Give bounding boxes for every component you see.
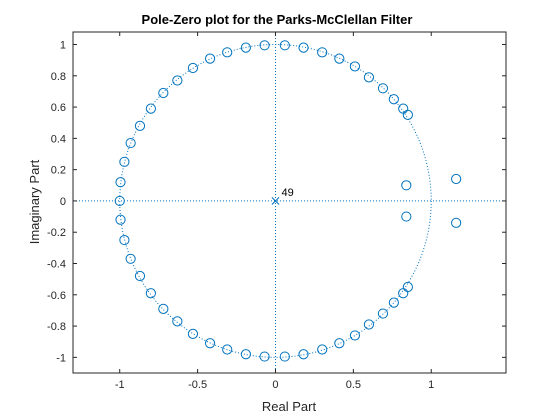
zero-marker <box>240 349 251 360</box>
zero-marker <box>204 338 216 349</box>
zero-marker <box>222 344 233 355</box>
zero-marker <box>317 47 328 58</box>
zero-marker <box>349 330 361 341</box>
zero-marker <box>334 53 345 64</box>
pole-marker <box>271 196 280 205</box>
zero-marker <box>298 42 309 53</box>
zero-marker <box>240 42 251 53</box>
unit-circle <box>119 44 432 358</box>
y-tick-label: 0.6 <box>51 102 66 114</box>
y-tick-label: 0.4 <box>51 133 66 145</box>
zero-marker <box>388 94 399 105</box>
zero-marker <box>363 72 375 83</box>
zero-marker <box>259 351 270 362</box>
x-tick-label: -0.5 <box>188 379 207 391</box>
y-tick-label: 0.2 <box>51 165 66 177</box>
y-tick-label: 0.8 <box>51 71 66 83</box>
zero-marker <box>317 344 328 355</box>
zero-marker <box>402 109 413 121</box>
y-tick-label: -1 <box>56 352 66 364</box>
zero-marker <box>134 120 146 131</box>
x-tick-label: 0.5 <box>346 379 361 391</box>
x-tick-label: 0 <box>272 379 278 391</box>
zero-marker <box>172 75 183 86</box>
zero-marker <box>187 62 199 74</box>
x-axis-label: Real Part <box>262 399 317 414</box>
zero-marker <box>115 214 126 225</box>
zero-marker <box>259 40 270 51</box>
y-tick-label: 1 <box>60 40 66 52</box>
zero-marker <box>145 288 156 299</box>
zero-marker <box>172 316 183 327</box>
pole-multiplicity-label: 49 <box>281 187 293 199</box>
zero-marker <box>114 195 125 207</box>
zero-marker <box>222 47 233 58</box>
y-tick-label: -0.2 <box>47 227 66 239</box>
zero-marker <box>451 217 462 228</box>
x-tick-label: -1 <box>115 379 125 391</box>
y-axis-label: Imaginary Part <box>27 159 42 244</box>
zero-marker <box>119 156 130 167</box>
zero-marker <box>279 40 290 51</box>
chart-title: Pole-Zero plot for the Parks-McClellan F… <box>142 12 413 27</box>
zero-marker <box>377 308 389 319</box>
y-tick-label: -0.6 <box>47 290 66 302</box>
zero-marker <box>377 83 389 94</box>
x-tick-label: 1 <box>428 379 434 391</box>
zero-marker <box>125 253 136 264</box>
zero-marker <box>119 234 130 246</box>
zero-marker <box>158 87 169 99</box>
zero-marker <box>115 177 126 188</box>
zero-marker <box>363 319 375 330</box>
zero-marker <box>134 270 146 282</box>
zero-marker <box>349 61 361 72</box>
zero-marker <box>145 103 156 114</box>
zero-marker <box>125 137 136 149</box>
zero-marker <box>334 338 345 349</box>
zero-marker <box>401 180 412 191</box>
axes-box <box>72 31 507 374</box>
zero-marker <box>204 53 216 64</box>
y-tick-label: -0.8 <box>47 321 66 333</box>
zero-marker <box>279 351 290 362</box>
zero-marker <box>158 303 169 314</box>
y-tick-label: -0.4 <box>47 259 66 271</box>
zero-marker <box>388 297 399 308</box>
zero-marker <box>401 211 412 222</box>
zero-marker <box>298 349 309 360</box>
y-tick-label: 0 <box>60 196 66 208</box>
zero-marker <box>398 288 409 299</box>
zero-marker <box>187 328 199 339</box>
zero-marker <box>451 173 462 185</box>
